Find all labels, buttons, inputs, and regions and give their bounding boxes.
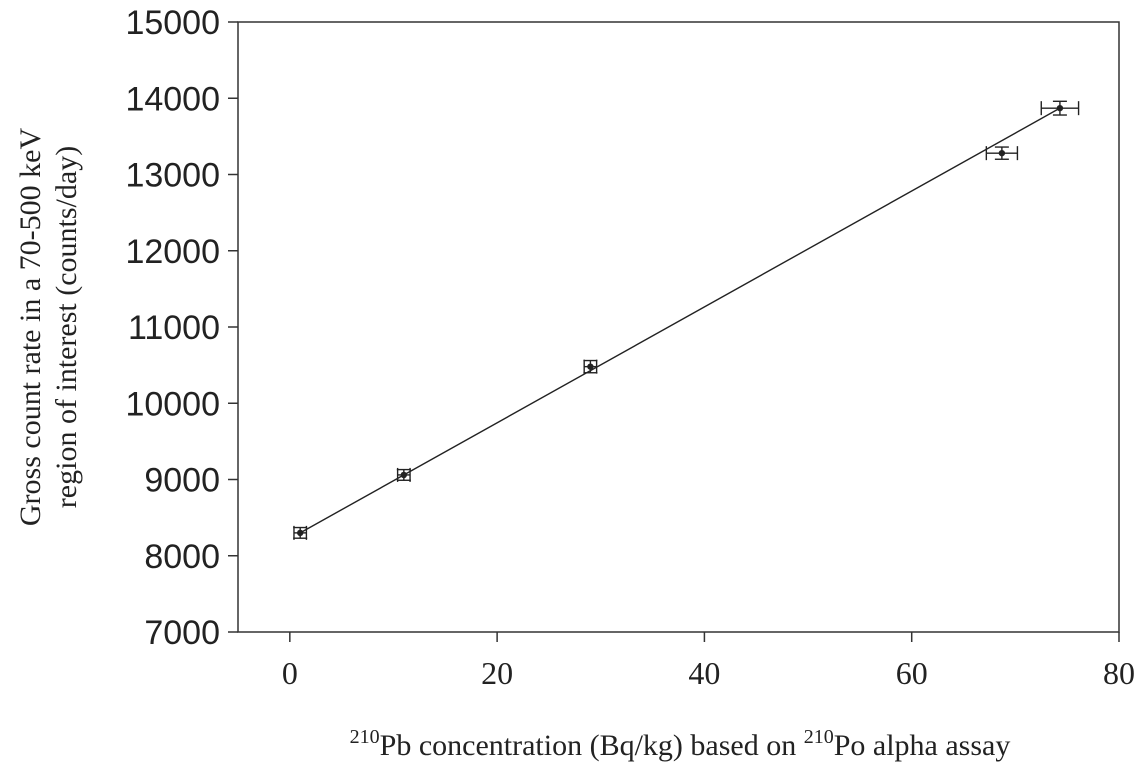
y-tick-label: 12000 — [125, 233, 220, 271]
data-point — [296, 529, 304, 537]
x-axis-label: 210Pb concentration (Bq/kg) based on 210… — [350, 726, 1011, 762]
x-label-text-1: Pb concentration (Bq/kg) based on — [380, 729, 804, 762]
x-label-sup-1: 210 — [350, 726, 380, 748]
data-point — [1056, 104, 1064, 112]
x-tick-label: 80 — [1103, 655, 1135, 691]
y-tick-label: 15000 — [125, 4, 220, 42]
y-tick-label: 14000 — [125, 80, 220, 118]
x-tick-label: 0 — [282, 655, 298, 691]
y-tick-label: 7000 — [144, 614, 220, 652]
x-tick-label: 40 — [688, 655, 720, 691]
y-tick-label: 9000 — [144, 462, 220, 500]
y-tick-label: 10000 — [125, 385, 220, 423]
x-label-text-2: Po alpha assay — [834, 729, 1011, 762]
data-marks — [293, 100, 1080, 540]
x-label-sup-2: 210 — [804, 726, 834, 748]
plot-frame — [237, 21, 1120, 633]
y-tick-label: 11000 — [128, 309, 220, 347]
data-point — [400, 471, 408, 479]
y-axis-label-line2: region of interest (counts/day) — [50, 146, 83, 508]
data-point — [587, 363, 594, 370]
y-tick-label: 8000 — [144, 538, 220, 576]
x-tick-label: 60 — [896, 655, 928, 691]
fit-line — [299, 107, 1061, 534]
y-axis-label-line1: Gross count rate in a 70-500 keV — [14, 128, 47, 527]
ticks: 7000 8000 9000 10000 11000 12000 13000 14000 150… — [125, 4, 1135, 691]
y-tick-label: 13000 — [125, 157, 220, 195]
x-tick-label: 20 — [481, 655, 513, 691]
data-point — [998, 149, 1006, 157]
